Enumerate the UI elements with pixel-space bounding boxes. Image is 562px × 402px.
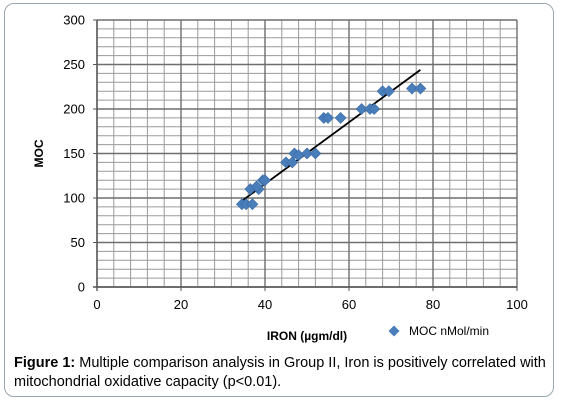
y-tick-label: 100 (63, 191, 85, 206)
x-axis-label: IRON (µgm/dl) (267, 329, 347, 343)
data-point (368, 103, 381, 115)
axes (93, 19, 518, 291)
caption-label: Figure 1: (14, 355, 76, 371)
legend-label: MOC nMol/min (409, 324, 489, 338)
legend: MOC nMol/min (388, 324, 489, 338)
figure-caption: Figure 1: Multiple comparison analysis i… (14, 354, 550, 392)
data-point (301, 147, 313, 160)
data-points (235, 82, 427, 211)
data-point (246, 198, 259, 211)
figure-frame (4, 3, 554, 397)
x-tick-label: 40 (258, 297, 272, 312)
x-tick-label: 60 (342, 297, 356, 312)
data-point (414, 82, 427, 95)
data-point (382, 85, 395, 98)
y-tick-label: 150 (63, 146, 85, 161)
data-point (355, 103, 368, 115)
x-tick-label: 80 (426, 297, 440, 312)
y-tick-label: 250 (63, 57, 85, 72)
x-tick-label: 20 (174, 297, 188, 312)
tick-labels: 0 20 40 60 80 100 0 50 100 150 200 250 300 (63, 13, 528, 313)
data-point (286, 156, 299, 169)
legend-marker (388, 325, 400, 337)
y-tick-label: 0 (78, 280, 85, 295)
caption-text: Multiple comparison analysis in Group II… (14, 355, 546, 390)
y-tick-label: 300 (63, 13, 85, 28)
data-point (322, 111, 334, 124)
scatter-chart: 0 20 40 60 80 100 0 50 100 150 200 250 300 MOC IRON … (32, 13, 528, 344)
data-point (309, 147, 322, 160)
data-point (406, 82, 418, 95)
data-point (334, 111, 347, 124)
x-tick-label: 100 (506, 297, 528, 312)
y-tick-label: 50 (71, 235, 85, 250)
y-axis-label: MOC (32, 139, 46, 167)
y-tick-label: 200 (63, 102, 85, 117)
data-point (259, 174, 271, 187)
x-tick-label: 0 (93, 297, 100, 312)
data-point (250, 180, 263, 193)
